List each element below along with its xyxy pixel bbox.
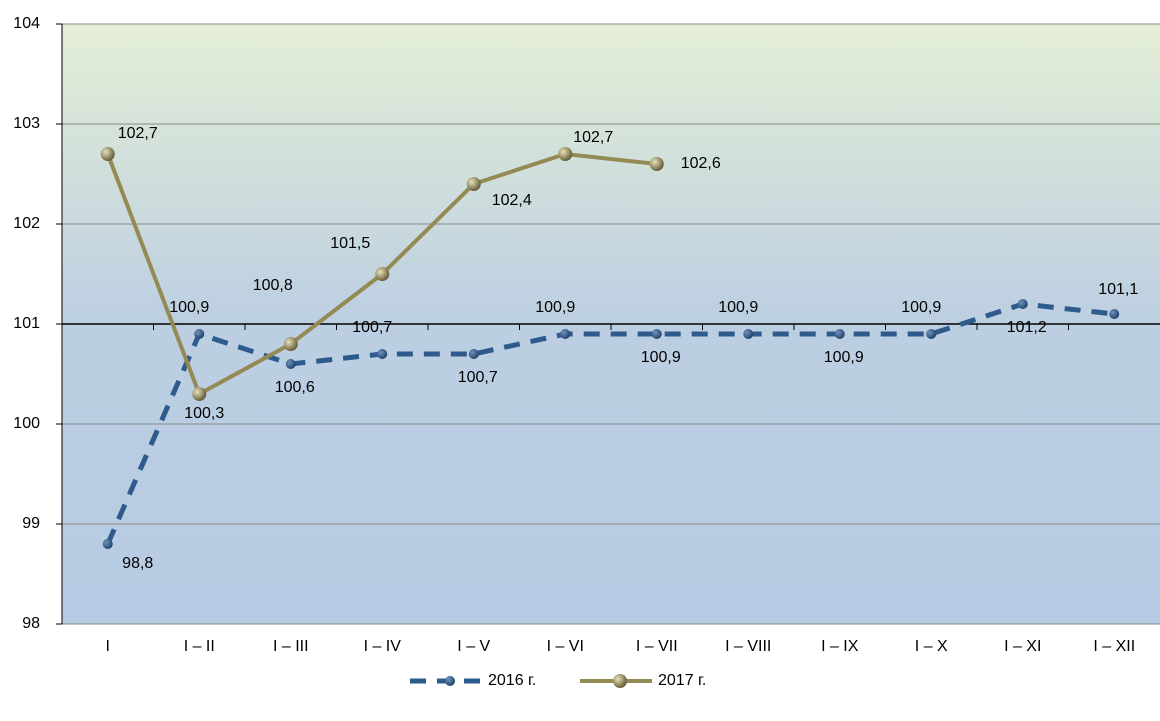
data-label: 102,6	[681, 155, 721, 172]
x-tick-label: I – VIII	[725, 638, 771, 655]
data-label: 100,8	[253, 277, 293, 294]
legend-marker	[613, 674, 627, 688]
data-point	[743, 329, 754, 339]
series-line	[105, 301, 1115, 545]
data-label: 100,9	[824, 349, 864, 366]
data-label: 100,6	[275, 379, 315, 396]
data-label: 98,8	[122, 555, 153, 572]
y-tick-label: 104	[13, 15, 40, 32]
data-point	[468, 349, 479, 359]
data-point	[834, 329, 845, 339]
x-tick-label: I – V	[457, 638, 490, 655]
legend-label: 2017 г.	[658, 672, 706, 689]
x-tick-label: I – XII	[1093, 638, 1135, 655]
data-label: 100,9	[535, 299, 575, 316]
data-point	[651, 329, 662, 339]
data-label: 101,1	[1098, 281, 1138, 298]
y-tick-label: 101	[13, 315, 40, 332]
data-point	[926, 329, 937, 339]
data-label: 100,9	[169, 299, 209, 316]
data-point	[100, 147, 115, 161]
data-point	[649, 157, 664, 171]
x-tick-label: I – XI	[1004, 638, 1041, 655]
data-point	[194, 329, 205, 339]
data-label: 100,3	[184, 405, 224, 422]
data-point	[558, 147, 573, 161]
data-point	[285, 359, 296, 369]
x-tick-label: I – VI	[547, 638, 584, 655]
data-point	[283, 337, 298, 351]
data-label: 101,5	[330, 235, 370, 252]
data-point	[1017, 299, 1028, 309]
x-tick-label: I – IV	[364, 638, 402, 655]
data-label: 102,7	[573, 129, 613, 146]
y-tick-label: 99	[22, 515, 40, 532]
data-label: 100,9	[641, 349, 681, 366]
data-point	[102, 539, 113, 549]
legend-marker	[445, 676, 455, 686]
x-tick-label: I – III	[273, 638, 309, 655]
data-label: 102,4	[492, 192, 532, 209]
y-tick-label: 100	[13, 415, 40, 432]
data-point	[192, 387, 207, 401]
x-tick-label: I – VII	[636, 638, 678, 655]
y-tick-label: 98	[22, 615, 40, 632]
data-point	[466, 177, 481, 191]
data-label: 100,7	[352, 319, 392, 336]
x-tick-label: I	[106, 638, 110, 655]
data-label: 101,2	[1007, 319, 1047, 336]
x-tick-label: I – II	[184, 638, 215, 655]
data-label: 100,7	[458, 369, 498, 386]
data-label: 102,7	[118, 125, 158, 142]
data-point	[377, 349, 388, 359]
x-tick-label: I – X	[915, 638, 948, 655]
data-point	[375, 267, 390, 281]
x-tick-label: I – IX	[821, 638, 859, 655]
y-tick-label: 103	[13, 115, 40, 132]
legend-label: 2016 г.	[488, 672, 536, 689]
data-label: 100,9	[901, 299, 941, 316]
data-point	[1109, 309, 1120, 319]
data-point	[560, 329, 571, 339]
y-tick-label: 102	[13, 215, 40, 232]
data-label: 100,9	[718, 299, 758, 316]
